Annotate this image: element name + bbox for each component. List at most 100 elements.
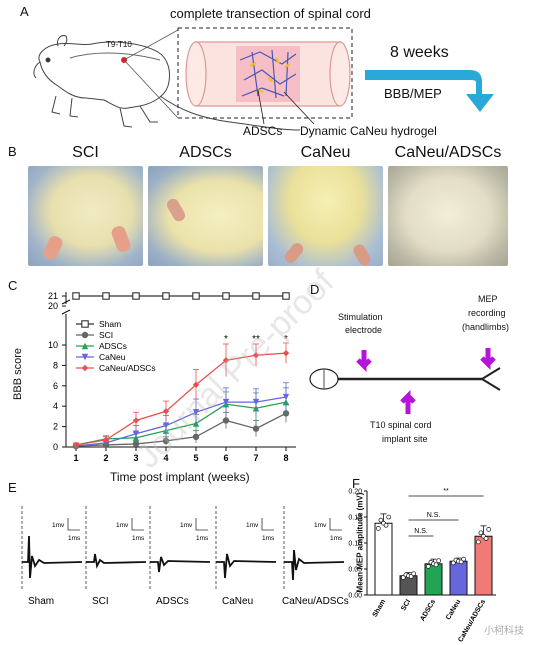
panel-f-chart: 0.00 0.05 0.10 0.15 0.20 Sham SCI ADSCs CaNeuCaN…: [348, 488, 496, 643]
mep-trace-caneu-adscs: [284, 549, 345, 581]
x-tick-label: 5: [193, 453, 198, 463]
point-caneu-adscs: [192, 381, 200, 388]
inset-box: [177, 27, 353, 119]
callout-line-adscs: [257, 89, 265, 125]
comparison-label: **: [443, 488, 449, 495]
scale-ms-label: 1ms: [262, 535, 275, 542]
data-point-caneu-adscs: [475, 539, 481, 545]
legend-label-sham: Sham: [99, 319, 121, 329]
series-line-caneu: [75, 396, 287, 447]
mep-arrow-icon: [480, 348, 496, 371]
data-point-adscs: [436, 558, 442, 564]
implant-label-line1: T10 spinal cord: [370, 420, 432, 430]
point-sham: [192, 292, 200, 300]
data-point-sham: [378, 517, 384, 523]
y-tick-label: 2: [53, 422, 58, 432]
scale-bar-sham: [67, 518, 80, 531]
legend-marker-sham: [81, 320, 89, 328]
point-sham: [222, 292, 230, 300]
data-point-sci: [400, 575, 406, 580]
legend-label-adscs: ADSCs: [99, 341, 127, 351]
x-tick-label: 2: [103, 453, 108, 463]
data-point-sham: [386, 514, 392, 520]
scale-bar-adscs: [195, 518, 208, 531]
panel-c-letter: C: [8, 278, 18, 293]
legend-label-caneu-adscs: CaNeu/ADSCs: [99, 363, 156, 373]
data-point-adscs: [425, 564, 431, 569]
mep-trace-sham: [22, 535, 83, 579]
point-sci: [222, 417, 230, 424]
scale-mv-label: 1mv: [314, 522, 327, 529]
mep-label-line2: recording: [468, 308, 506, 318]
comparison-label: N.S.: [414, 528, 428, 535]
scale-mv-label: 1mv: [52, 522, 65, 529]
series-line-adscs: [75, 401, 287, 446]
implant-arrow-icon: [400, 389, 416, 414]
scale-mv-label: 1mv: [180, 522, 193, 529]
panel-c-ylabel: BBB score: [11, 348, 24, 400]
stim-arrow-icon: [356, 350, 372, 373]
data-point-sci: [408, 574, 414, 579]
zoom-line-top: [123, 29, 179, 61]
point-caneu-adscs: [132, 417, 140, 424]
point-sham: [132, 292, 140, 300]
trace-label-caneu: CaNeu: [222, 596, 253, 607]
legend-marker-caneu-adscs: [81, 364, 89, 372]
panel-e-traces: 1mv1msSham1mv1msSCI1mv1msADSCs1mv1msCaNe…: [21, 506, 349, 607]
significance-mark: **: [252, 334, 260, 345]
point-sci: [162, 437, 170, 445]
bar-sham: [374, 522, 393, 596]
mep-trace-adscs: [150, 556, 211, 573]
point-caneu-adscs: [162, 408, 170, 415]
panel-f-letter: F: [352, 476, 360, 491]
arrow-label-weeks: 8 weeks: [390, 44, 449, 61]
trace-label-sci: SCI: [92, 596, 109, 607]
corner-mark: 小柯科技: [484, 626, 524, 637]
point-caneu: [222, 398, 230, 406]
hydrogel-callout: Dynamic CaNeu hydrogel: [300, 124, 437, 138]
f-y-tick-label: 0.20: [348, 489, 362, 496]
point-sci: [192, 433, 200, 440]
scale-ms-label: 1ms: [132, 535, 145, 542]
comparison-label: N.S.: [427, 512, 441, 519]
point-caneu: [282, 393, 290, 401]
photo-caneu: [268, 166, 383, 268]
point-caneu-adscs: [252, 352, 260, 359]
y-tick-label: 8: [53, 360, 58, 370]
data-point-caneu: [450, 560, 456, 566]
x-tick-label: 7: [253, 453, 258, 463]
panel-f-ylabel: Mean MEP amplitude (mV): [355, 492, 365, 593]
point-sham: [102, 292, 110, 300]
legend-marker-caneu: [81, 353, 89, 361]
point-caneu: [162, 422, 170, 429]
y-tick-label: 10: [48, 340, 58, 350]
point-sham: [72, 292, 80, 300]
data-point-adscs: [433, 562, 439, 568]
f-x-label-sci: SCI: [400, 598, 412, 612]
point-sham: [162, 292, 170, 300]
scale-ms-label: 1ms: [196, 535, 209, 542]
adscs-callout: ADSCs: [243, 124, 283, 138]
data-point-caneu-adscs: [483, 536, 489, 541]
x-tick-label: 1: [73, 453, 78, 463]
data-point-caneu-adscs: [486, 527, 492, 532]
legend-label-caneu: CaNeu: [99, 352, 126, 362]
vertebra-label: T9-T10: [106, 40, 132, 49]
photo-label-sci: SCI: [72, 144, 99, 161]
callout-line-hydrogel: [283, 91, 315, 125]
panel-d-letter: D: [310, 282, 320, 297]
y-tick-label: 6: [53, 381, 58, 391]
scale-ms-label: 1ms: [330, 535, 343, 542]
photo-label-caneu-adscs: CaNeu/ADSCs: [394, 144, 502, 161]
x-tick-label: 8: [283, 453, 288, 463]
legend-label-sci: SCI: [99, 330, 113, 340]
x-tick-label: 4: [163, 453, 168, 463]
panel-d-schematic: [309, 348, 501, 414]
y-tick-label: 21: [48, 291, 58, 301]
stim-label-line2: electrode: [345, 325, 383, 335]
mep-label-line1: MEP: [478, 294, 498, 304]
significance-mark: *: [224, 334, 228, 345]
stim-label-line1: Stimulation: [338, 312, 383, 322]
series-line-sci: [75, 412, 287, 447]
